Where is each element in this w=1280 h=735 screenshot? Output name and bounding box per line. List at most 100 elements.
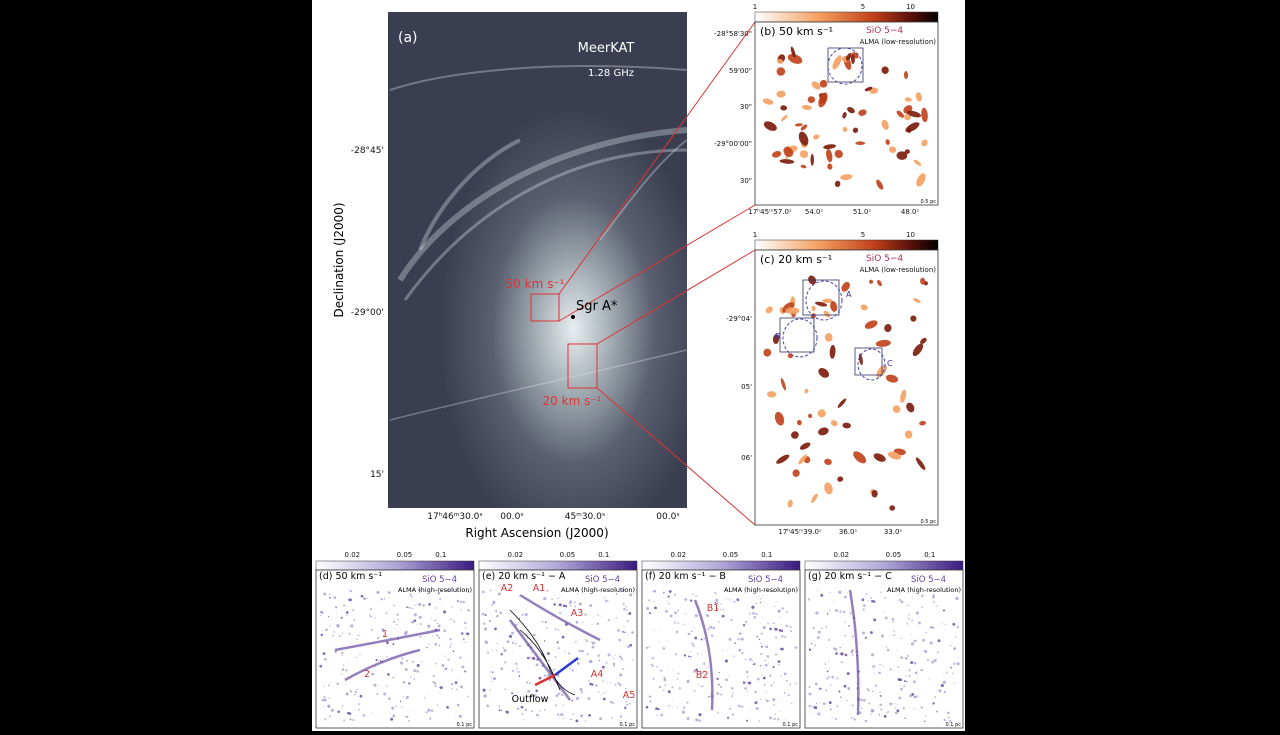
emission: [921, 594, 924, 598]
scale-bar: 0.1 pc: [620, 722, 636, 728]
emission: [557, 713, 560, 716]
emission: [433, 681, 437, 685]
emission: [690, 599, 693, 602]
emission: [492, 671, 494, 673]
emission: [774, 411, 785, 426]
emission: [818, 92, 828, 108]
emission: [838, 590, 842, 594]
emission: [588, 617, 590, 619]
emission: [701, 670, 703, 673]
emission: [720, 693, 723, 696]
emission: [450, 643, 452, 645]
emission: [412, 710, 414, 712]
emission: [851, 649, 854, 652]
emission: [504, 711, 506, 713]
emission: [751, 659, 753, 662]
emission: [952, 622, 956, 626]
emission: [662, 591, 666, 594]
emission: [861, 652, 863, 654]
emission: [675, 653, 677, 656]
emission: [850, 54, 855, 65]
panel-label: (e) 20 km s⁻¹ − A: [482, 571, 566, 582]
emission: [418, 615, 422, 619]
emission: [825, 689, 827, 691]
emission: [819, 79, 828, 88]
emission: [798, 454, 808, 465]
emission: [434, 642, 438, 646]
emission: [812, 627, 815, 630]
emission: [729, 599, 731, 601]
emission: [852, 127, 859, 133]
emission: [846, 52, 852, 61]
emission: [903, 680, 906, 682]
outflow-arrow: [534, 673, 556, 687]
emission: [502, 647, 504, 649]
colorbar-tick: 0.02: [345, 551, 361, 559]
x-tick-label: 33.0ˢ: [884, 528, 903, 536]
emission: [515, 662, 518, 666]
emission: [531, 657, 533, 659]
emission: [851, 654, 854, 656]
emission: [818, 427, 829, 436]
emission: [766, 655, 770, 658]
emission: [922, 650, 924, 652]
emission: [486, 704, 489, 708]
emission: [392, 643, 395, 646]
emission: [385, 612, 388, 615]
emission: [730, 619, 733, 621]
emission: [319, 610, 321, 613]
emission: [756, 677, 760, 681]
emission: [598, 690, 600, 693]
emission: [798, 131, 809, 146]
emission: [492, 600, 496, 604]
emission: [753, 616, 756, 619]
emission: [371, 683, 373, 685]
emission: [819, 702, 821, 704]
emission: [780, 710, 782, 713]
emission: [742, 623, 746, 627]
emission: [718, 671, 720, 674]
line-label: SiO 5−4: [911, 575, 946, 585]
emission: [622, 668, 625, 670]
emission: [674, 621, 677, 624]
emission: [440, 601, 442, 603]
emission: [815, 611, 819, 615]
emission: [632, 659, 634, 661]
emission: [819, 687, 822, 690]
emission: [659, 641, 661, 643]
emission: [861, 598, 865, 602]
emission: [441, 663, 445, 668]
emission: [464, 641, 467, 643]
panel-label: (c) 20 km s⁻¹: [760, 253, 832, 266]
emission: [691, 642, 694, 645]
emission: [822, 298, 833, 304]
emission: [871, 653, 875, 657]
emission: [626, 701, 628, 703]
emission: [955, 596, 959, 601]
emission: [404, 668, 408, 671]
emission: [940, 683, 944, 688]
emission: [408, 607, 410, 609]
emission: [760, 645, 763, 648]
emission: [536, 639, 538, 641]
emission: [900, 600, 904, 604]
emission: [677, 622, 679, 625]
emission: [862, 604, 866, 607]
emission: [391, 706, 395, 710]
emission: [900, 637, 902, 639]
emission: [385, 591, 387, 593]
emission: [574, 634, 576, 636]
emission: [824, 333, 833, 342]
emission: [648, 612, 651, 615]
emission: [687, 655, 690, 658]
instrument: ALMA (low-resolution): [860, 38, 937, 46]
emission: [727, 716, 730, 719]
emission: [899, 678, 903, 682]
emission: [619, 655, 622, 659]
emission: [954, 682, 956, 684]
emission: [827, 660, 829, 662]
emission: [525, 608, 527, 610]
emission: [716, 607, 719, 610]
colorbar-tick: 5: [861, 231, 865, 239]
emission: [577, 593, 579, 595]
